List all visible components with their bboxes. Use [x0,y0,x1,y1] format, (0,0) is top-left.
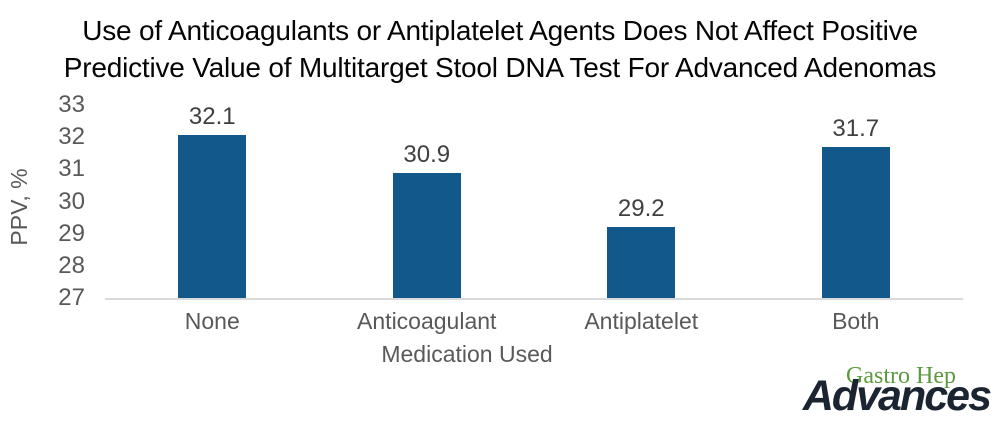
y-tick-label: 30 [58,187,85,215]
bar-value-label: 29.2 [617,195,665,223]
x-category-label: None [184,308,240,334]
y-axis-ticks: 33 32 31 30 29 28 27 [0,93,85,310]
y-tick-label: 27 [58,284,85,311]
logo-advances-text: Advances [802,372,992,421]
bar [178,135,247,298]
x-axis-labels: None Anticoagulant Antiplatelet Both [105,308,963,335]
bar [392,172,461,298]
x-category-label: Anticoagulant [357,308,497,334]
bar-column: 30.9 [320,105,535,298]
chart-title: Use of Anticoagulants or Antiplatelet Ag… [0,12,1000,86]
bar [821,146,890,298]
bar [607,227,676,298]
bar-value-label: 31.7 [832,114,880,142]
bar-value-label: 32.1 [188,103,236,130]
logo-gastro-hep-text: Gastro Hep [846,363,956,389]
bar-column: 31.7 [749,105,964,298]
bar-column: 29.2 [534,105,749,298]
chart-title-line2: Predictive Value of Multitarget Stool DN… [63,52,937,83]
x-category-label: Antiplatelet [584,308,699,334]
x-axis-title: Medication Used [381,341,553,367]
gastro-hep-advances-logo: Gastro Hep Advances [760,364,992,421]
bar-column: 32.1 [105,105,320,298]
y-tick-label: 29 [58,219,85,247]
plot-area: 32.1 30.9 29.2 31.7 [105,105,963,300]
chart-title-line1: Use of Anticoagulants or Antiplatelet Ag… [82,15,918,46]
x-category-label: Both [832,308,880,334]
y-tick-label: 32 [58,123,85,151]
y-tick-label: 31 [58,155,85,183]
bar-value-label: 30.9 [403,140,451,168]
y-tick-label: 33 [58,91,85,118]
y-tick-label: 28 [58,251,85,279]
